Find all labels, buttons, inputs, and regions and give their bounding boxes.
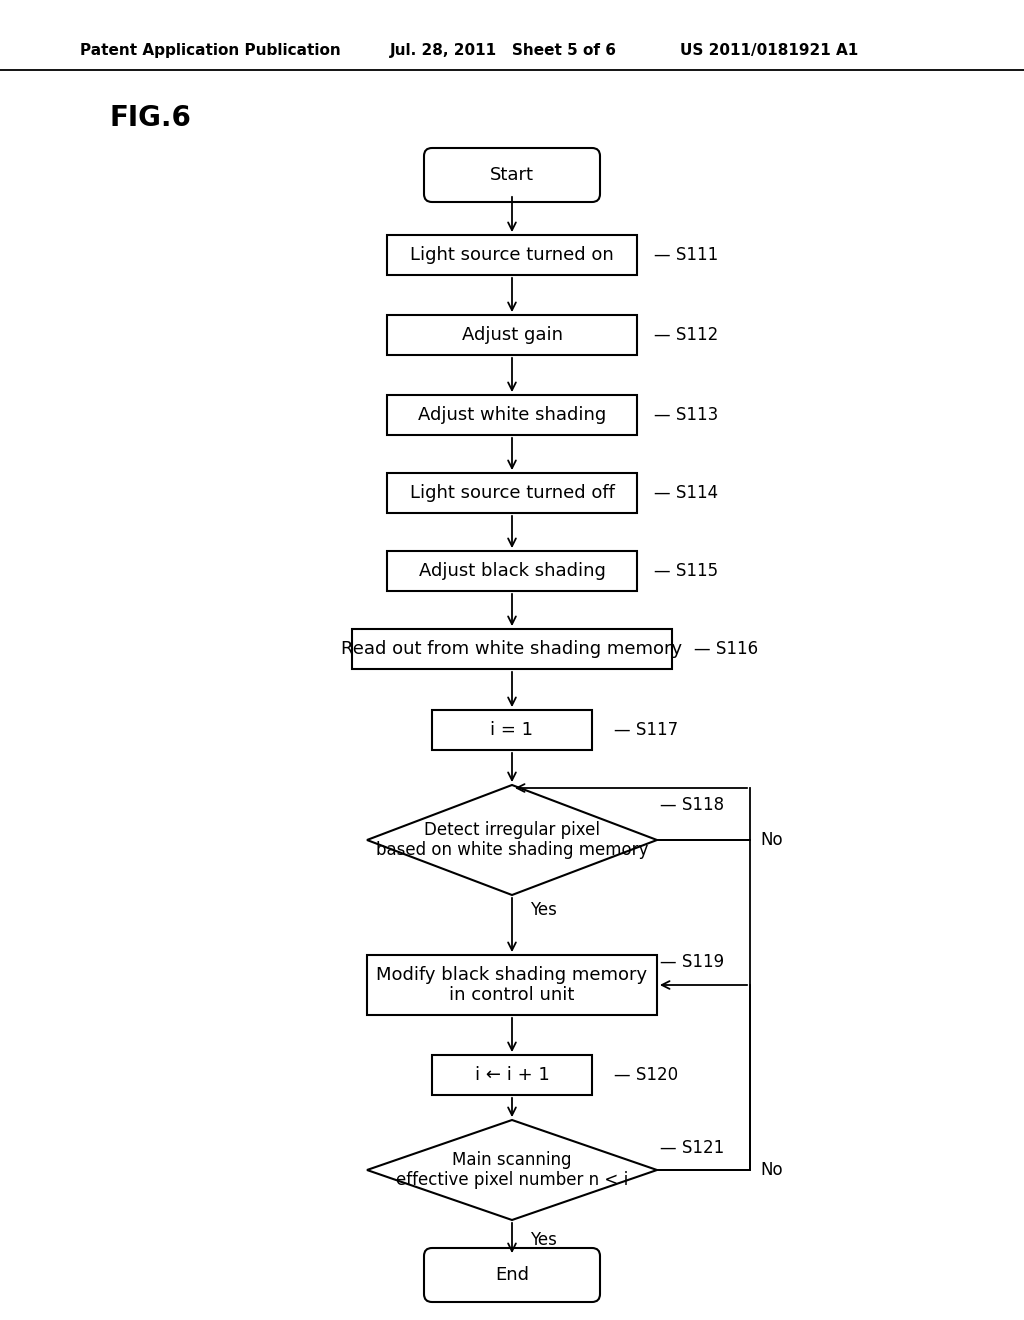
- Text: — S116: — S116: [694, 640, 758, 657]
- Bar: [432, 1055, 592, 1096]
- Text: i ← i + 1: i ← i + 1: [475, 1067, 549, 1084]
- FancyBboxPatch shape: [424, 148, 600, 202]
- Text: Modify black shading memory
in control unit: Modify black shading memory in control u…: [377, 966, 647, 1005]
- Bar: [387, 315, 637, 355]
- Text: No: No: [760, 1162, 782, 1179]
- Bar: [432, 710, 592, 750]
- Bar: [367, 954, 657, 1015]
- Text: — S120: — S120: [614, 1067, 678, 1084]
- Text: — S112: — S112: [654, 326, 718, 345]
- Text: — S111: — S111: [654, 246, 718, 264]
- Bar: [387, 473, 637, 513]
- Text: — S114: — S114: [654, 484, 718, 502]
- Text: FIG.6: FIG.6: [110, 104, 191, 132]
- Text: — S117: — S117: [614, 721, 678, 739]
- Bar: [352, 630, 672, 669]
- Bar: [387, 395, 637, 436]
- FancyBboxPatch shape: [424, 1247, 600, 1302]
- Text: Yes: Yes: [530, 902, 557, 919]
- Text: Read out from white shading memory: Read out from white shading memory: [341, 640, 683, 657]
- Text: US 2011/0181921 A1: US 2011/0181921 A1: [680, 42, 858, 58]
- Text: End: End: [495, 1266, 529, 1284]
- Text: — S113: — S113: [654, 407, 718, 424]
- Text: Start: Start: [490, 166, 534, 183]
- Text: — S119: — S119: [660, 953, 724, 972]
- Text: — S115: — S115: [654, 562, 718, 579]
- Text: Yes: Yes: [530, 1232, 557, 1249]
- Text: — S121: — S121: [660, 1139, 724, 1158]
- Text: Detect irregular pixel
based on white shading memory: Detect irregular pixel based on white sh…: [376, 821, 648, 859]
- Text: Jul. 28, 2011   Sheet 5 of 6: Jul. 28, 2011 Sheet 5 of 6: [390, 42, 617, 58]
- Bar: [387, 550, 637, 591]
- Text: Main scanning
effective pixel number n < i: Main scanning effective pixel number n <…: [396, 1151, 628, 1189]
- Polygon shape: [367, 1119, 657, 1220]
- Text: Light source turned on: Light source turned on: [411, 246, 613, 264]
- Polygon shape: [367, 785, 657, 895]
- Text: — S118: — S118: [660, 796, 724, 814]
- Text: Adjust gain: Adjust gain: [462, 326, 562, 345]
- Text: Adjust white shading: Adjust white shading: [418, 407, 606, 424]
- Bar: [387, 235, 637, 275]
- Text: Light source turned off: Light source turned off: [410, 484, 614, 502]
- Text: Patent Application Publication: Patent Application Publication: [80, 42, 341, 58]
- Text: No: No: [760, 832, 782, 849]
- Text: i = 1: i = 1: [490, 721, 534, 739]
- Text: Adjust black shading: Adjust black shading: [419, 562, 605, 579]
